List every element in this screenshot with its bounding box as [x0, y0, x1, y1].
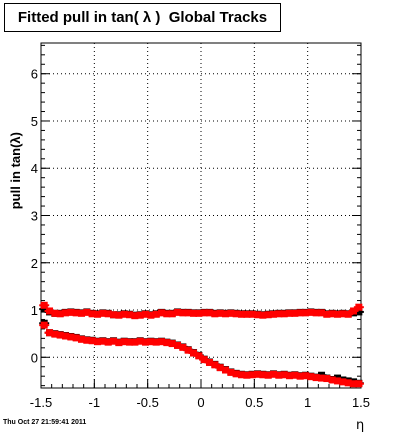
y-tick-label: 1 [31, 303, 38, 318]
y-tick-label: 2 [31, 256, 38, 271]
data-markers [39, 301, 364, 388]
timestamp: Thu Oct 27 21:59:41 2011 [3, 419, 87, 426]
axis-ticks [40, 44, 362, 388]
x-axis-label: η [356, 418, 364, 433]
x-tick-label: 0.5 [245, 395, 263, 410]
y-tick-label: 4 [31, 161, 38, 176]
y-tick-label: 5 [31, 114, 38, 129]
x-tick-label: -0.5 [136, 395, 158, 410]
x-tick-label: -1 [89, 395, 101, 410]
x-tick-label: 1 [304, 395, 311, 410]
x-tick-label: -1.5 [30, 395, 52, 410]
x-tick-label: 0 [197, 395, 204, 410]
grid-lines [41, 43, 361, 388]
chart-title: Fitted pull in tan( λ ) Global Tracks [4, 3, 281, 32]
axis-tick-labels: -1.5 -1 -0.5 0 0.5 1 1.5 0 1 2 3 4 5 6 [30, 67, 370, 410]
y-tick-label: 3 [31, 209, 38, 224]
y-tick-label: 6 [31, 67, 38, 82]
y-axis-label: pull in tan(λ) [8, 132, 23, 209]
x-tick-label: 1.5 [352, 395, 370, 410]
y-tick-label: 0 [31, 350, 38, 365]
